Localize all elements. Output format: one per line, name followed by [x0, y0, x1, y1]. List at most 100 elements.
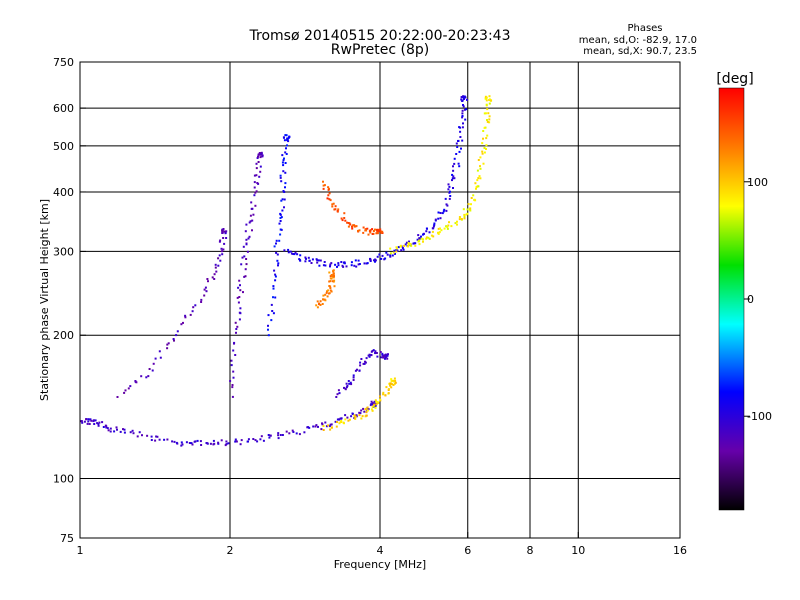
y-ticks: 75 100 200 300 400 500 600 750 — [53, 56, 86, 545]
data-point — [336, 393, 339, 396]
data-point — [213, 442, 216, 445]
data-point — [283, 249, 286, 252]
data-point — [282, 190, 285, 192]
data-point — [238, 311, 241, 314]
data-point — [271, 310, 274, 312]
data-point — [343, 422, 345, 425]
data-point — [344, 219, 347, 222]
data-point — [437, 217, 440, 220]
data-point — [234, 438, 237, 441]
data-point — [365, 414, 368, 417]
data-point — [292, 431, 295, 433]
data-point — [456, 146, 459, 148]
data-point — [329, 423, 332, 426]
data-point — [285, 430, 288, 433]
data-point — [387, 392, 390, 395]
x-tick-label: 10 — [571, 544, 585, 557]
data-point — [374, 260, 376, 263]
data-point — [467, 203, 470, 206]
data-point — [331, 280, 334, 283]
data-point — [323, 184, 326, 187]
data-point — [322, 298, 325, 301]
data-point — [366, 227, 369, 230]
data-point — [191, 310, 194, 313]
data-point — [369, 229, 372, 232]
data-point — [102, 426, 105, 428]
data-point — [243, 275, 246, 278]
data-point — [334, 205, 337, 208]
data-point — [127, 387, 130, 390]
data-point — [359, 361, 362, 364]
y-tick-label: 500 — [53, 140, 74, 153]
data-point — [134, 380, 137, 382]
data-point — [378, 253, 381, 256]
data-point — [379, 398, 382, 401]
data-point — [344, 418, 347, 421]
data-point — [384, 394, 387, 397]
data-point — [222, 228, 225, 230]
data-point — [425, 227, 428, 230]
data-point — [414, 244, 417, 247]
data-point — [325, 425, 328, 428]
data-point — [384, 357, 386, 360]
data-point — [93, 419, 95, 422]
data-point — [307, 426, 310, 429]
data-point — [292, 253, 295, 255]
data-point — [367, 233, 370, 236]
data-point — [358, 369, 361, 372]
data-point — [145, 376, 148, 379]
data-point — [336, 210, 339, 213]
data-point — [283, 139, 286, 142]
data-point — [470, 197, 473, 199]
data-point — [97, 423, 100, 426]
data-point — [407, 243, 410, 246]
data-point — [167, 342, 170, 345]
data-point — [487, 112, 490, 115]
data-point — [354, 369, 357, 372]
data-point — [288, 432, 291, 435]
data-point — [286, 137, 289, 140]
data-point — [123, 431, 126, 434]
data-point — [488, 121, 491, 124]
data-point — [371, 405, 374, 408]
data-point — [274, 273, 277, 276]
data-point — [218, 254, 221, 257]
data-point — [326, 290, 328, 293]
data-point — [485, 112, 487, 115]
data-point — [279, 174, 282, 177]
data-point — [439, 212, 442, 214]
data-point — [437, 232, 440, 235]
data-point — [374, 352, 377, 355]
data-point — [200, 298, 203, 301]
data-point — [251, 229, 253, 232]
data-point — [277, 262, 280, 265]
data-point — [389, 382, 392, 385]
data-point — [431, 230, 434, 233]
data-point — [394, 381, 397, 384]
data-point — [267, 314, 270, 317]
data-point — [389, 383, 392, 386]
data-point — [241, 256, 244, 259]
data-point — [175, 334, 178, 337]
data-point — [258, 152, 261, 154]
data-point — [209, 442, 212, 445]
data-point — [483, 151, 486, 154]
data-point — [81, 421, 84, 424]
data-point — [140, 375, 143, 378]
data-point — [242, 245, 245, 248]
data-point — [366, 262, 369, 265]
data-point — [212, 439, 215, 442]
data-point — [249, 214, 252, 217]
data-point — [350, 264, 353, 267]
data-point — [320, 428, 323, 431]
data-point — [370, 400, 373, 403]
data-point — [380, 356, 383, 359]
data-point — [348, 222, 351, 225]
colorbar-tick-label: 100 — [747, 176, 768, 189]
data-point — [235, 440, 238, 443]
data-point — [227, 442, 230, 445]
data-point — [395, 246, 398, 249]
data-point — [284, 151, 287, 154]
data-point — [234, 354, 237, 356]
data-point — [329, 199, 332, 202]
